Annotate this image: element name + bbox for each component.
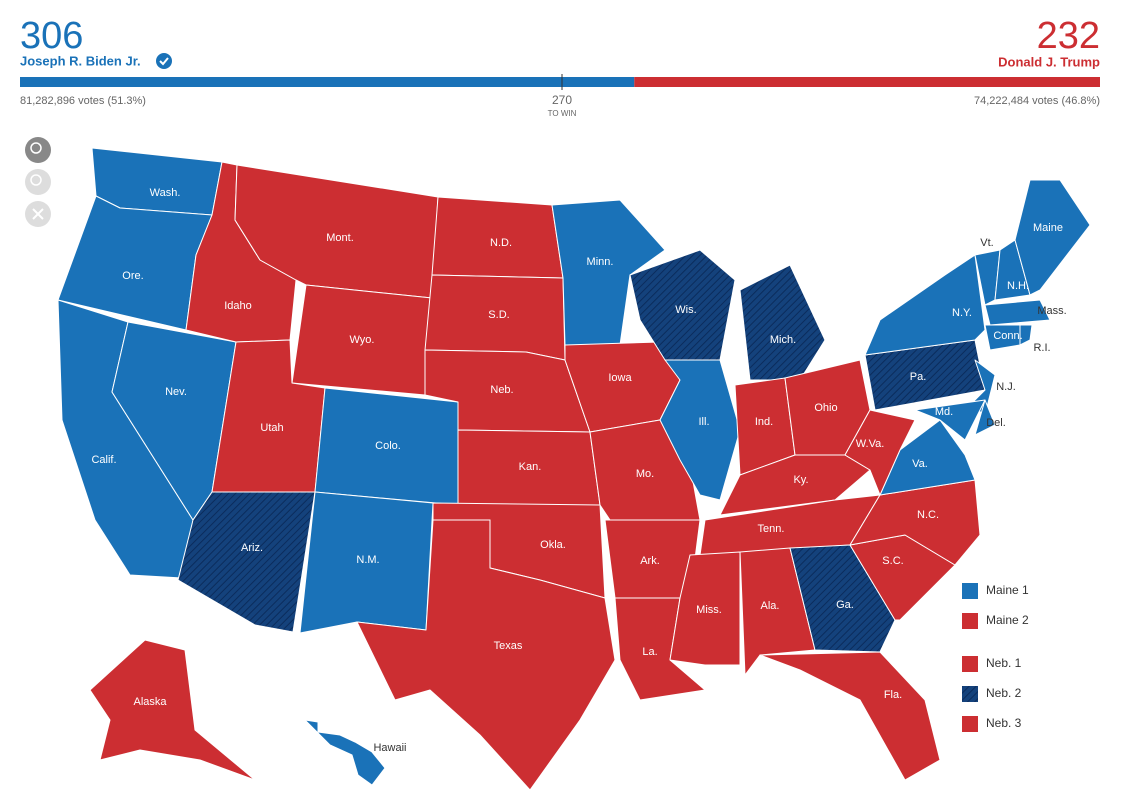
legend-swatch bbox=[962, 656, 978, 672]
state-label: Mont. bbox=[326, 232, 354, 244]
state-shape bbox=[844, 409, 916, 496]
state-label: Ore. bbox=[122, 270, 143, 282]
state-label: Mass. bbox=[1037, 305, 1066, 317]
to-win-value: 270 bbox=[552, 93, 572, 107]
rep-candidate: Donald J. Trump bbox=[998, 54, 1100, 69]
state-label: W.Va. bbox=[856, 438, 885, 450]
legend-label: Neb. 2 bbox=[986, 686, 1022, 700]
state-label: Va. bbox=[912, 458, 928, 470]
state-shape bbox=[984, 299, 1051, 326]
state-label: Okla. bbox=[540, 539, 566, 551]
state-label: Mo. bbox=[636, 468, 654, 480]
zoom-out-icon bbox=[30, 174, 42, 186]
state-label: Ky. bbox=[793, 474, 808, 486]
state-label: N.H. bbox=[1007, 280, 1029, 292]
state-shape bbox=[551, 199, 666, 346]
state-label: Hawaii bbox=[373, 742, 406, 754]
state-shape bbox=[177, 491, 316, 633]
state-shape bbox=[739, 264, 826, 381]
dem-candidate: Joseph R. Biden Jr. bbox=[20, 53, 141, 68]
state-label: N.C. bbox=[917, 509, 939, 521]
legend-label: Neb. 1 bbox=[986, 656, 1022, 670]
state-label: Neb. bbox=[490, 384, 513, 396]
state-label: Ind. bbox=[755, 416, 773, 428]
zoom-in-button[interactable] bbox=[25, 137, 51, 163]
state-label: Ill. bbox=[699, 416, 710, 428]
state-label: Utah bbox=[260, 422, 283, 434]
state-label: Nev. bbox=[165, 386, 187, 398]
state-label: Alaska bbox=[133, 696, 167, 708]
state-label: Idaho bbox=[224, 300, 252, 312]
legend: Maine 1 Maine 2 Neb. 1 Neb. 2 Neb. 3 bbox=[962, 583, 1029, 732]
state-label: La. bbox=[642, 646, 657, 658]
state-label: Texas bbox=[494, 640, 523, 652]
state-label: Colo. bbox=[375, 440, 401, 452]
state-label: Wash. bbox=[150, 187, 181, 199]
state-label: Mich. bbox=[770, 334, 796, 346]
state-label: Vt. bbox=[980, 237, 993, 249]
state-label: Ala. bbox=[761, 600, 780, 612]
zoom-out-button[interactable] bbox=[25, 169, 51, 195]
legend-label: Neb. 3 bbox=[986, 716, 1022, 730]
state-label: N.Y. bbox=[952, 307, 972, 319]
legend-label: Maine 2 bbox=[986, 613, 1029, 627]
legend-swatch bbox=[962, 686, 978, 702]
state-label: S.D. bbox=[488, 309, 509, 321]
state-shape bbox=[356, 519, 616, 791]
header-bar: 270 TO WIN bbox=[20, 74, 1100, 118]
state-label: Wyo. bbox=[350, 334, 375, 346]
state-label: Del. bbox=[986, 417, 1006, 429]
dem-electoral-votes: 306 bbox=[20, 15, 83, 57]
state-shape bbox=[974, 399, 996, 436]
state-shape bbox=[759, 651, 941, 781]
state-label: Iowa bbox=[608, 372, 632, 384]
zoom-in-icon bbox=[30, 142, 42, 154]
state-label: Miss. bbox=[696, 604, 722, 616]
state-label: R.I. bbox=[1033, 342, 1050, 354]
state-shape bbox=[914, 399, 986, 441]
to-win-label: TO WIN bbox=[548, 109, 577, 118]
legend-swatch bbox=[962, 613, 978, 629]
state-label: Pa. bbox=[910, 371, 927, 383]
state-label: Md. bbox=[935, 406, 953, 418]
state-label: Ark. bbox=[640, 555, 660, 567]
dem-popular-votes: 81,282,896 votes (51.3%) bbox=[20, 95, 146, 107]
state-label: Ariz. bbox=[241, 542, 263, 554]
state-label: Conn. bbox=[993, 330, 1022, 342]
state-shape bbox=[1019, 324, 1033, 346]
reset-icon bbox=[32, 208, 44, 220]
state-shape bbox=[1014, 179, 1091, 296]
state-label: Ga. bbox=[836, 599, 854, 611]
state-label: N.M. bbox=[356, 554, 379, 566]
state-label: Wis. bbox=[675, 304, 696, 316]
state-label: S.C. bbox=[882, 555, 903, 567]
state-label: N.J. bbox=[996, 381, 1016, 393]
legend-label: Maine 1 bbox=[986, 583, 1029, 597]
us-map: Wash. Ore. Calif. Nev. Idaho Mont. Wyo. Utah Col… bbox=[57, 147, 1091, 791]
winner-check bbox=[156, 53, 172, 69]
rep-popular-votes: 74,222,484 votes (46.8%) bbox=[974, 95, 1100, 107]
state-label: Kan. bbox=[519, 461, 542, 473]
state-shape bbox=[864, 254, 986, 356]
state-label: Ohio bbox=[814, 402, 837, 414]
state-shape bbox=[89, 639, 256, 781]
state-shape bbox=[304, 719, 386, 786]
legend-swatch bbox=[962, 583, 978, 599]
state-label: Maine bbox=[1033, 222, 1063, 234]
state-shape bbox=[789, 544, 896, 653]
rep-electoral-votes: 232 bbox=[1037, 15, 1100, 57]
state-label: Minn. bbox=[587, 256, 614, 268]
rep-bar bbox=[634, 77, 1100, 87]
state-shape bbox=[659, 359, 741, 501]
zoom-controls bbox=[25, 137, 51, 227]
state-label: Fla. bbox=[884, 689, 902, 701]
legend-swatch bbox=[962, 716, 978, 732]
state-label: Calif. bbox=[91, 454, 116, 466]
state-label: Tenn. bbox=[758, 523, 785, 535]
dem-bar bbox=[20, 77, 635, 87]
state-label: N.D. bbox=[490, 237, 512, 249]
state-shape bbox=[739, 547, 816, 676]
